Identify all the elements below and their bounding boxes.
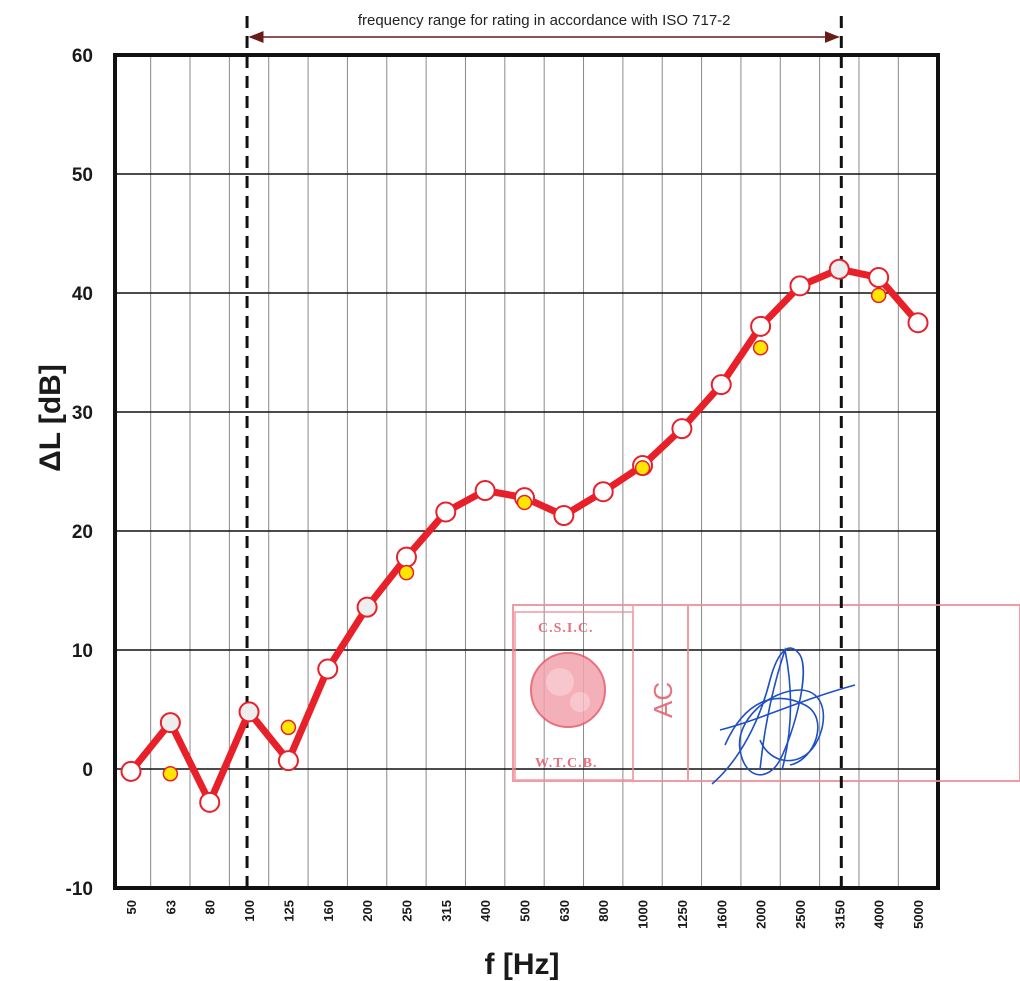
- x-tick-label: 100: [242, 900, 257, 922]
- stamp-outer-frame: [512, 604, 1020, 782]
- data-point: [868, 267, 890, 289]
- x-tick-label: 500: [518, 900, 533, 922]
- x-tick-label: 400: [478, 900, 493, 922]
- data-point: [395, 546, 417, 568]
- data-point: [199, 791, 221, 813]
- x-tick-label: 1250: [675, 900, 690, 929]
- data-point: [356, 596, 378, 618]
- stamp-top-text: C.S.I.C.: [538, 621, 593, 636]
- yellow-dot: [280, 719, 297, 736]
- data-point: [750, 315, 772, 337]
- x-tick-label: 250: [399, 900, 414, 922]
- x-tick-label: 125: [281, 900, 296, 922]
- data-point: [435, 501, 457, 523]
- data-point: [553, 505, 575, 527]
- y-tick-label: 60: [72, 46, 93, 67]
- y-tick-label: 40: [72, 284, 93, 305]
- x-tick-label: 630: [557, 900, 572, 922]
- x-axis-title: f [Hz]: [485, 948, 560, 981]
- stamp-bottom-text: W.T.C.B.: [535, 756, 597, 771]
- x-axis-ticks: 50 63 80 100 125 160 200 250 315 400 500 630 800 1000…: [124, 900, 926, 929]
- y-tick-label: -10: [66, 879, 93, 900]
- data-point: [120, 760, 142, 782]
- y-tick-label: 10: [72, 641, 93, 662]
- data-point: [159, 712, 181, 734]
- y-tick-label: 0: [82, 760, 93, 781]
- yellow-dot: [870, 287, 887, 304]
- x-tick-label: 80: [203, 900, 218, 914]
- x-tick-label: 2000: [754, 900, 769, 929]
- yellow-dot-points: [162, 287, 887, 782]
- x-tick-label: 160: [321, 900, 336, 922]
- data-point: [238, 701, 260, 723]
- y-axis-ticks: -10 0 10 20 30 40 50 60: [66, 46, 93, 900]
- y-tick-label: 50: [72, 165, 93, 186]
- yellow-dot: [162, 766, 179, 782]
- horizontal-gridlines: [115, 173, 938, 770]
- x-tick-label: 1000: [636, 900, 651, 929]
- data-point: [828, 258, 850, 280]
- x-tick-label: 2500: [793, 900, 808, 929]
- y-tick-label: 20: [72, 522, 93, 543]
- data-point: [671, 418, 693, 440]
- data-point: [789, 275, 811, 297]
- vertical-gridlines: [150, 55, 939, 888]
- data-point: [710, 374, 732, 396]
- yellow-dot: [516, 494, 533, 511]
- x-tick-label: 4000: [872, 900, 887, 929]
- yellow-dot: [398, 564, 415, 581]
- lab-stamp: C.S.I.C. W.T.C.B. AC: [512, 604, 1020, 782]
- data-point: [474, 480, 496, 502]
- x-tick-label: 200: [360, 900, 375, 922]
- x-tick-label: 1600: [714, 900, 729, 929]
- rating-range: frequency range for rating in accordance…: [245, 12, 843, 888]
- x-tick-label: 3150: [832, 900, 847, 929]
- y-axis-title: ΔL [dB]: [34, 364, 67, 472]
- data-point: [907, 312, 929, 334]
- range-label: frequency range for rating in accordance…: [358, 12, 731, 29]
- x-tick-label: 50: [124, 900, 139, 914]
- x-tick-label: 315: [439, 900, 454, 922]
- stamp-side-text: AC: [648, 682, 678, 718]
- x-tick-label: 5000: [911, 900, 926, 929]
- data-point: [317, 658, 339, 680]
- yellow-dot: [752, 339, 769, 356]
- data-point: [592, 481, 614, 503]
- signature: [711, 646, 856, 785]
- data-point: [277, 750, 299, 772]
- x-tick-label: 63: [163, 900, 178, 914]
- plot-frame: [113, 53, 940, 890]
- y-tick-label: 30: [72, 403, 93, 424]
- x-tick-label: 800: [596, 900, 611, 922]
- series-points: [120, 258, 929, 813]
- yellow-dot: [634, 460, 651, 476]
